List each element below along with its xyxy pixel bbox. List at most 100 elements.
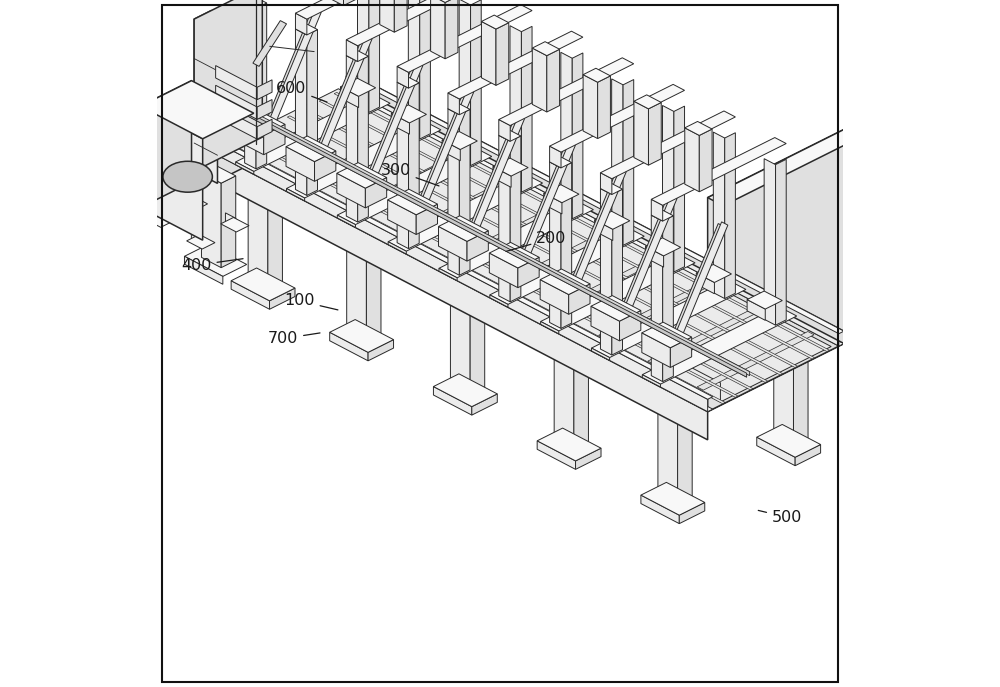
Polygon shape — [408, 0, 420, 139]
Text: 300: 300 — [380, 163, 439, 186]
Polygon shape — [489, 243, 539, 268]
Polygon shape — [472, 394, 497, 415]
Polygon shape — [253, 21, 287, 67]
Polygon shape — [572, 53, 583, 219]
Polygon shape — [397, 77, 419, 88]
Polygon shape — [451, 203, 568, 261]
Polygon shape — [586, 248, 601, 340]
Polygon shape — [366, 64, 419, 181]
Polygon shape — [537, 441, 576, 469]
Polygon shape — [346, 74, 844, 334]
Polygon shape — [764, 159, 776, 325]
Polygon shape — [544, 185, 579, 203]
Polygon shape — [397, 82, 409, 249]
Polygon shape — [257, 120, 272, 139]
Polygon shape — [433, 374, 497, 407]
Polygon shape — [612, 189, 623, 355]
Polygon shape — [600, 172, 612, 194]
Polygon shape — [357, 0, 369, 113]
Polygon shape — [286, 120, 441, 198]
Polygon shape — [620, 311, 641, 341]
Polygon shape — [286, 136, 336, 161]
Polygon shape — [187, 234, 215, 249]
Polygon shape — [471, 0, 481, 166]
Text: 600: 600 — [276, 81, 327, 102]
Polygon shape — [463, 183, 497, 201]
Polygon shape — [532, 48, 547, 112]
Polygon shape — [417, 91, 470, 207]
Polygon shape — [634, 101, 648, 165]
Polygon shape — [713, 132, 725, 299]
Polygon shape — [295, 29, 307, 196]
Polygon shape — [624, 195, 677, 312]
Polygon shape — [482, 194, 497, 286]
Polygon shape — [598, 76, 610, 139]
Polygon shape — [194, 10, 235, 32]
Polygon shape — [300, 186, 363, 218]
Polygon shape — [651, 137, 786, 205]
Polygon shape — [481, 15, 509, 29]
Polygon shape — [248, 190, 282, 207]
Polygon shape — [201, 173, 221, 268]
Polygon shape — [286, 188, 305, 201]
Polygon shape — [570, 170, 623, 287]
Polygon shape — [671, 223, 724, 340]
Polygon shape — [471, 115, 525, 232]
Polygon shape — [541, 322, 559, 334]
Polygon shape — [675, 222, 728, 339]
Text: 100: 100 — [284, 293, 338, 310]
Polygon shape — [317, 108, 352, 125]
Polygon shape — [388, 242, 406, 254]
Polygon shape — [648, 102, 661, 165]
Polygon shape — [397, 5, 532, 72]
Polygon shape — [215, 151, 713, 412]
Polygon shape — [347, 249, 366, 344]
Polygon shape — [388, 174, 543, 251]
Polygon shape — [595, 212, 630, 229]
Polygon shape — [651, 210, 673, 221]
Text: 700: 700 — [268, 331, 320, 346]
Polygon shape — [439, 200, 593, 278]
Polygon shape — [380, 0, 394, 32]
Polygon shape — [364, 132, 398, 150]
Polygon shape — [215, 154, 708, 440]
Polygon shape — [540, 269, 590, 295]
Polygon shape — [270, 288, 295, 309]
Polygon shape — [295, 0, 430, 19]
Polygon shape — [757, 425, 821, 458]
Polygon shape — [330, 319, 394, 352]
Polygon shape — [439, 216, 488, 241]
Polygon shape — [368, 339, 394, 361]
Polygon shape — [287, 116, 783, 375]
Polygon shape — [370, 63, 423, 179]
Polygon shape — [215, 86, 844, 412]
Polygon shape — [547, 49, 560, 112]
Polygon shape — [346, 0, 481, 46]
Polygon shape — [191, 230, 202, 247]
Polygon shape — [591, 280, 746, 357]
Polygon shape — [459, 0, 471, 166]
Polygon shape — [442, 131, 477, 150]
Polygon shape — [364, 139, 384, 234]
Polygon shape — [346, 76, 839, 346]
Polygon shape — [591, 348, 610, 361]
Polygon shape — [388, 189, 437, 215]
Polygon shape — [225, 213, 236, 229]
Polygon shape — [337, 163, 387, 188]
Polygon shape — [236, 162, 254, 174]
Polygon shape — [140, 80, 192, 207]
Polygon shape — [302, 109, 798, 368]
Polygon shape — [470, 306, 485, 398]
Polygon shape — [550, 157, 572, 168]
Polygon shape — [554, 350, 588, 368]
Polygon shape — [653, 370, 717, 403]
Polygon shape — [642, 333, 670, 368]
Polygon shape — [591, 306, 620, 341]
Polygon shape — [521, 26, 532, 192]
Polygon shape — [499, 58, 634, 126]
Polygon shape — [216, 65, 257, 100]
Polygon shape — [369, 0, 380, 113]
Polygon shape — [550, 85, 685, 152]
Polygon shape — [421, 89, 474, 205]
Polygon shape — [286, 146, 315, 181]
